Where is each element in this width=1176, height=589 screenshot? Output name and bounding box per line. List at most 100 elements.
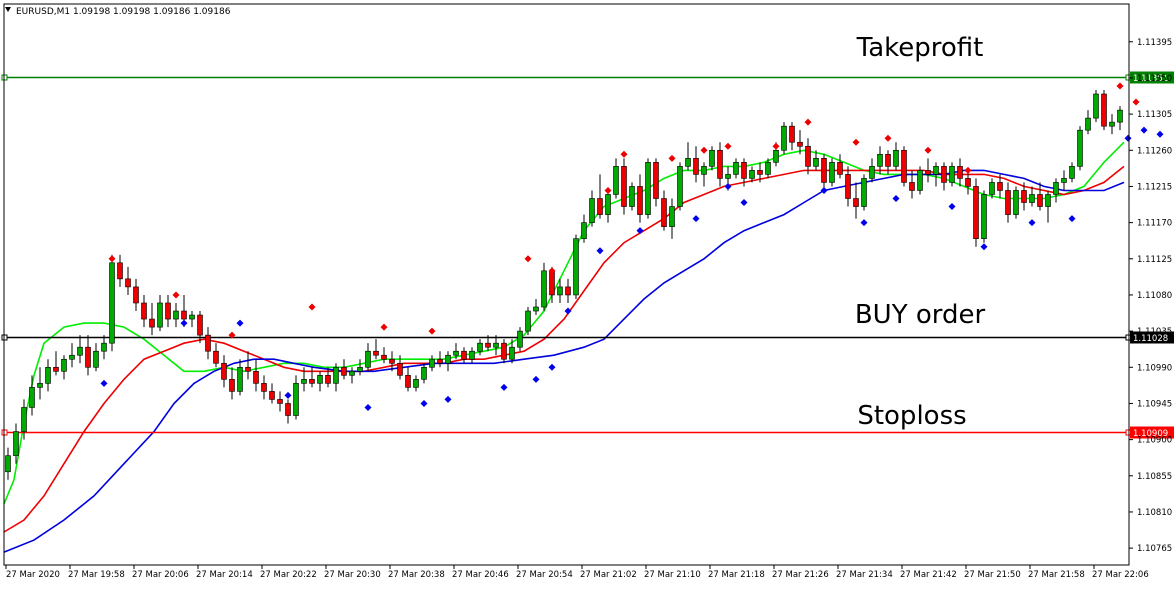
sell-signal-diamond [380, 323, 388, 331]
sell-signal-diamond [964, 166, 972, 174]
candle-up [781, 125, 787, 151]
candle-down [221, 362, 227, 380]
y-tick-label: 1.11125 [1137, 255, 1172, 265]
candle-up [645, 162, 651, 215]
sell-signal-diamond [428, 327, 436, 335]
candle-down [693, 158, 699, 175]
candle-up [685, 158, 691, 167]
candle-down [789, 125, 795, 143]
candle-down [653, 162, 659, 199]
candle-up [725, 174, 731, 179]
candle-up [765, 162, 771, 175]
chart-title: EURUSD,M1 1.09198 1.09198 1.09186 1.0918… [16, 7, 231, 17]
candle-up [1069, 166, 1075, 179]
buy-signal-diamond [596, 247, 604, 255]
candle-up [861, 178, 867, 207]
candle-up [677, 166, 683, 207]
buy-signal-diamond [236, 319, 244, 327]
candle-down [757, 170, 763, 175]
candle-up [493, 342, 499, 348]
buy-signal-diamond [1124, 134, 1132, 142]
candle-up [829, 162, 835, 183]
y-tick-label: 1.11395 [1137, 38, 1172, 48]
candle-down [805, 145, 811, 167]
candle-up [157, 302, 163, 328]
y-tick-label: 1.11035 [1137, 327, 1172, 337]
buy-signal-diamond [820, 186, 828, 194]
sell-signal-diamond [852, 138, 860, 146]
candle-up [333, 366, 339, 384]
candle-down [253, 371, 259, 384]
sell-signal-diamond [724, 142, 732, 150]
y-tick-label: 1.10855 [1137, 472, 1172, 482]
y-tick-label: 1.11215 [1137, 182, 1172, 192]
candle-up [237, 366, 243, 392]
buy-signal-diamond [284, 391, 292, 399]
candle-up [605, 194, 611, 215]
candle-down [1005, 190, 1011, 215]
candle-down [821, 158, 827, 183]
buy-signal-diamond [740, 199, 748, 207]
candle-down [229, 379, 235, 392]
candle-down [965, 178, 971, 187]
triangle-down-icon[interactable] [5, 7, 11, 12]
candle-down [997, 182, 1003, 191]
x-tick-label: 27 Mar 20:46 [452, 570, 509, 580]
candle-up [581, 222, 587, 239]
candle-down [205, 334, 211, 352]
candle-down [389, 358, 395, 364]
takeprofit-label: Takeprofit [856, 33, 984, 63]
y-tick-label: 1.10945 [1137, 399, 1172, 409]
x-tick-label: 27 Mar 20:14 [196, 570, 253, 580]
candle-up [749, 170, 755, 179]
x-tick-label: 27 Mar 21:50 [964, 570, 1021, 580]
candle-down [661, 198, 667, 227]
candle-up [533, 306, 539, 312]
candle-up [989, 182, 995, 195]
candle-up [701, 166, 707, 175]
sell-signal-diamond [1132, 98, 1140, 106]
candle-up [293, 383, 299, 416]
candle-down [925, 170, 931, 175]
candle-down [1037, 194, 1043, 207]
plot-frame [3, 3, 1130, 566]
x-tick-label: 27 Mar 20:22 [260, 570, 317, 580]
candle-up [709, 149, 715, 167]
candle-down [621, 166, 627, 207]
candle-up [477, 342, 483, 352]
x-tick-label: 27 Mar 21:18 [708, 570, 765, 580]
y-tick-label: 1.11350 [1137, 74, 1172, 84]
candle-up [61, 358, 67, 372]
x-tick-label: 27 Mar 21:34 [836, 570, 893, 580]
x-tick-label: 27 Mar 21:26 [772, 570, 829, 580]
candle-up [69, 354, 75, 360]
candle-down [197, 314, 203, 336]
level-price-box [1130, 331, 1174, 344]
candle-up [101, 342, 107, 352]
candle-up [317, 375, 323, 384]
candle-up [301, 379, 307, 384]
buy-signal-diamond [636, 227, 644, 235]
candle-up [1061, 178, 1067, 183]
candle-down [941, 166, 947, 183]
y-tick-label: 1.10810 [1137, 508, 1172, 518]
candle-up [557, 286, 563, 296]
x-tick-label: 27 Mar 21:58 [1028, 570, 1085, 580]
x-tick-label: 27 Mar 20:06 [132, 570, 189, 580]
buy-signal-diamond [1140, 126, 1148, 134]
sell-signal-diamond [108, 255, 116, 263]
candle-up [45, 366, 51, 384]
candle-down [341, 366, 347, 376]
candle-down [285, 403, 291, 416]
sell-signal-diamond [228, 331, 236, 339]
candle-down [213, 350, 219, 364]
y-tick-label: 1.11305 [1137, 110, 1172, 120]
candle-up [1093, 93, 1099, 119]
buy-signal-diamond [1156, 130, 1164, 138]
candle-up [1109, 121, 1115, 127]
sell-signal-diamond [668, 154, 676, 162]
sell-signal-diamond [604, 186, 612, 194]
